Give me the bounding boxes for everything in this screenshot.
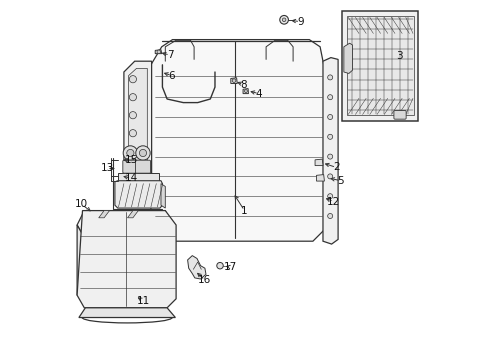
Circle shape xyxy=(126,149,134,157)
Text: 15: 15 xyxy=(124,155,138,165)
Polygon shape xyxy=(128,68,147,184)
FancyBboxPatch shape xyxy=(122,160,138,173)
Text: 3: 3 xyxy=(395,51,402,61)
Polygon shape xyxy=(99,211,109,218)
Circle shape xyxy=(327,95,332,100)
Text: 12: 12 xyxy=(326,197,340,207)
FancyBboxPatch shape xyxy=(393,111,406,119)
Text: 16: 16 xyxy=(198,275,211,285)
Circle shape xyxy=(129,148,136,155)
Circle shape xyxy=(327,114,332,120)
Text: 14: 14 xyxy=(124,173,138,183)
Polygon shape xyxy=(77,225,84,295)
Circle shape xyxy=(129,112,136,119)
Text: 1: 1 xyxy=(241,206,247,216)
Text: 4: 4 xyxy=(255,89,262,99)
Text: 7: 7 xyxy=(166,50,173,60)
Circle shape xyxy=(136,146,150,160)
Circle shape xyxy=(232,79,235,82)
Text: 6: 6 xyxy=(168,71,175,81)
Polygon shape xyxy=(316,175,324,181)
Circle shape xyxy=(129,130,136,137)
Polygon shape xyxy=(341,11,417,121)
Polygon shape xyxy=(79,308,175,318)
Polygon shape xyxy=(151,40,323,241)
Circle shape xyxy=(244,90,247,93)
Circle shape xyxy=(327,213,332,219)
Text: 17: 17 xyxy=(224,262,237,272)
Circle shape xyxy=(123,146,137,160)
Polygon shape xyxy=(115,181,162,208)
Text: 10: 10 xyxy=(75,199,88,210)
Text: 8: 8 xyxy=(240,80,246,90)
Text: 11: 11 xyxy=(136,296,149,306)
Text: 2: 2 xyxy=(332,162,339,172)
Polygon shape xyxy=(118,173,159,182)
Polygon shape xyxy=(127,211,138,218)
Circle shape xyxy=(327,174,332,179)
Polygon shape xyxy=(155,50,162,54)
Polygon shape xyxy=(161,184,165,208)
Text: 13: 13 xyxy=(100,163,113,174)
Circle shape xyxy=(327,75,332,80)
Circle shape xyxy=(327,194,332,199)
Text: 5: 5 xyxy=(337,176,344,186)
Polygon shape xyxy=(230,78,237,84)
Circle shape xyxy=(157,50,160,54)
Polygon shape xyxy=(77,211,176,308)
Text: 9: 9 xyxy=(296,17,303,27)
Circle shape xyxy=(327,154,332,159)
Polygon shape xyxy=(314,159,322,166)
Polygon shape xyxy=(346,16,413,115)
Circle shape xyxy=(282,18,285,22)
Circle shape xyxy=(129,94,136,101)
Polygon shape xyxy=(123,61,151,196)
Circle shape xyxy=(327,134,332,139)
Circle shape xyxy=(139,149,146,157)
Polygon shape xyxy=(77,211,170,238)
Circle shape xyxy=(279,15,288,24)
Polygon shape xyxy=(187,256,205,279)
FancyBboxPatch shape xyxy=(135,160,150,173)
Circle shape xyxy=(129,76,136,83)
Polygon shape xyxy=(322,58,337,244)
Polygon shape xyxy=(243,89,248,94)
Circle shape xyxy=(216,262,223,269)
Polygon shape xyxy=(343,43,352,73)
